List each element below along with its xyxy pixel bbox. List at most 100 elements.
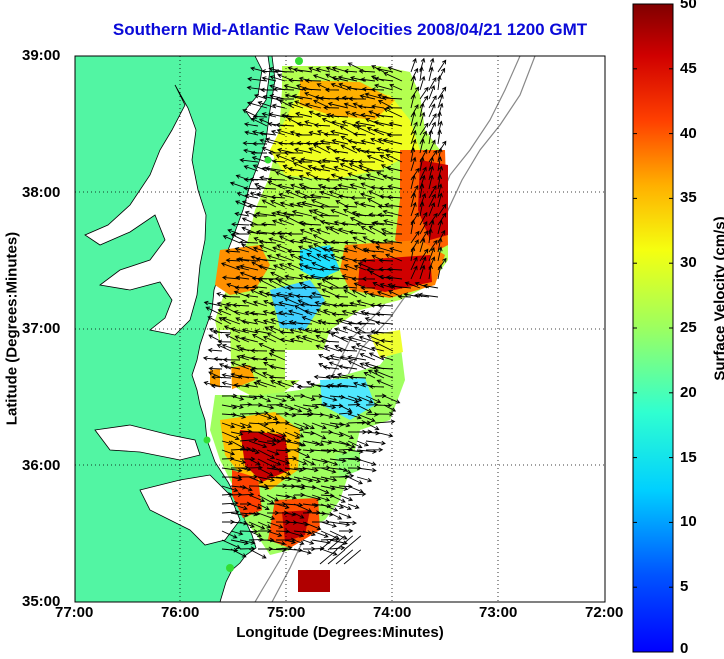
- velocity-arrow-icon: [374, 393, 387, 399]
- velocity-arrow-icon: [356, 476, 373, 483]
- velocity-arrow-icon: [338, 317, 358, 325]
- velocity-arrow-icon: [397, 294, 412, 299]
- velocity-arrow-icon: [241, 243, 259, 253]
- velocity-arrow-icon: [230, 395, 245, 401]
- velocity-arrow-icon: [217, 339, 232, 345]
- velocity-arrow-icon: [437, 246, 443, 262]
- velocity-arrow-icon: [233, 310, 250, 316]
- velocity-arrow-icon: [302, 194, 322, 200]
- velocity-arrow-icon: [386, 132, 403, 138]
- velocity-arrow-icon: [278, 99, 295, 109]
- velocity-arrow-icon: [316, 282, 331, 289]
- velocity-arrow-icon: [419, 122, 429, 136]
- velocity-arrow-icon: [389, 83, 403, 91]
- velocity-arrow-icon: [295, 335, 313, 343]
- velocity-arrow-icon: [294, 100, 313, 109]
- velocity-arrow-icon: [230, 361, 250, 370]
- velocity-arrow-icon: [373, 365, 394, 371]
- velocity-arrow-icon: [419, 183, 425, 199]
- velocity-arrow-icon: [241, 319, 259, 325]
- velocity-arrow-icon: [437, 264, 443, 280]
- velocity-arrow-icon: [307, 245, 322, 253]
- velocity-arrow-icon: [437, 257, 447, 271]
- velocity-arrow-icon: [342, 326, 358, 334]
- velocity-arrow-icon: [278, 310, 295, 316]
- velocity-arrow-icon: [410, 174, 416, 190]
- velocity-arrow-icon: [277, 147, 295, 154]
- velocity-arrow-icon: [316, 253, 331, 262]
- velocity-arrow-icon: [230, 440, 246, 449]
- velocity-arrow-icon: [347, 172, 367, 181]
- velocity-arrow-icon: [299, 228, 313, 235]
- velocity-arrow-icon: [257, 413, 273, 420]
- velocity-arrow-icon: [241, 217, 259, 226]
- velocity-arrow-icon: [221, 539, 241, 549]
- velocity-arrow-icon: [202, 355, 223, 361]
- velocity-arrow-icon: [383, 395, 401, 404]
- velocity-arrow-icon: [221, 422, 236, 429]
- y-tick-label: 36:00: [22, 456, 61, 474]
- velocity-arrow-icon: [323, 275, 340, 281]
- velocity-arrow-icon: [290, 183, 304, 190]
- velocity-arrow-icon: [250, 310, 268, 316]
- velocity-arrow-icon: [428, 156, 434, 172]
- velocity-arrow-icon: [349, 183, 367, 190]
- velocity-arrow-icon: [239, 485, 253, 492]
- velocity-arrow-icon: [306, 253, 322, 262]
- velocity-arrow-icon: [356, 467, 377, 473]
- plot-border: [74, 55, 606, 603]
- velocity-arrow-icon: [369, 302, 385, 308]
- velocity-arrow-icon: [258, 131, 277, 136]
- velocity-arrow-icon: [338, 440, 356, 449]
- velocity-arrow-icon: [239, 239, 259, 245]
- velocity-arrow-icon: [375, 113, 394, 118]
- velocity-arrow-icon: [258, 276, 277, 281]
- velocity-arrow-icon: [382, 174, 403, 181]
- velocity-arrow-icon: [302, 430, 315, 436]
- velocity-arrow-icon: [301, 200, 322, 208]
- radar-site-icon: [264, 156, 272, 164]
- velocity-arrow-icon: [330, 82, 349, 91]
- velocity-arrow-icon: [347, 491, 367, 497]
- velocity-arrow-icon: [311, 476, 330, 483]
- velocity-arrow-icon: [302, 236, 322, 244]
- velocity-arrow-icon: [321, 278, 340, 289]
- velocity-arrow-icon: [419, 237, 426, 253]
- velocity-arrow-icon: [320, 338, 340, 344]
- velocity-arrow-icon: [410, 156, 417, 172]
- velocity-arrow-icon: [268, 375, 286, 380]
- velocity-arrow-icon: [301, 86, 322, 92]
- velocity-arrow-icon: [234, 211, 250, 217]
- velocity-arrow-icon: [216, 343, 232, 352]
- velocity-arrow-icon: [272, 264, 286, 271]
- velocity-arrow-icon: [264, 326, 277, 334]
- velocity-arrow-icon: [239, 264, 259, 271]
- velocity-arrow-icon: [251, 156, 268, 163]
- velocity-arrow-icon: [414, 293, 430, 298]
- velocity-arrow-icon: [320, 440, 333, 445]
- y-axis-label: Latitude (Degrees:Minutes): [3, 231, 21, 426]
- velocity-arrow-icon: [270, 211, 286, 217]
- velocity-arrow-icon: [230, 530, 244, 536]
- velocity-arrow-icon: [266, 521, 284, 529]
- velocity-arrow-icon: [230, 413, 247, 419]
- velocity-arrow-icon: [428, 174, 434, 190]
- velocity-arrow-icon: [364, 149, 385, 154]
- velocity-arrow-icon: [419, 248, 429, 262]
- velocity-arrow-icon: [241, 363, 259, 370]
- velocity-arrow-icon: [324, 355, 340, 361]
- velocity-arrow-icon: [374, 411, 394, 417]
- velocity-arrow-icon: [366, 154, 385, 163]
- velocity-arrow-icon: [288, 141, 304, 146]
- velocity-arrow-icon: [351, 123, 367, 128]
- velocity-arrow-icon: [231, 222, 250, 227]
- velocity-arrow-icon: [250, 289, 268, 298]
- velocity-arrow-icon: [313, 99, 331, 109]
- velocity-arrow-icon: [244, 130, 259, 136]
- velocity-arrow-icon: [297, 159, 313, 165]
- velocity-arrow-icon: [320, 503, 339, 512]
- velocity-arrow-icon: [266, 420, 281, 425]
- velocity-arrow-icon: [365, 440, 386, 446]
- velocity-arrow-icon: [230, 539, 249, 546]
- velocity-arrow-icon: [322, 247, 340, 253]
